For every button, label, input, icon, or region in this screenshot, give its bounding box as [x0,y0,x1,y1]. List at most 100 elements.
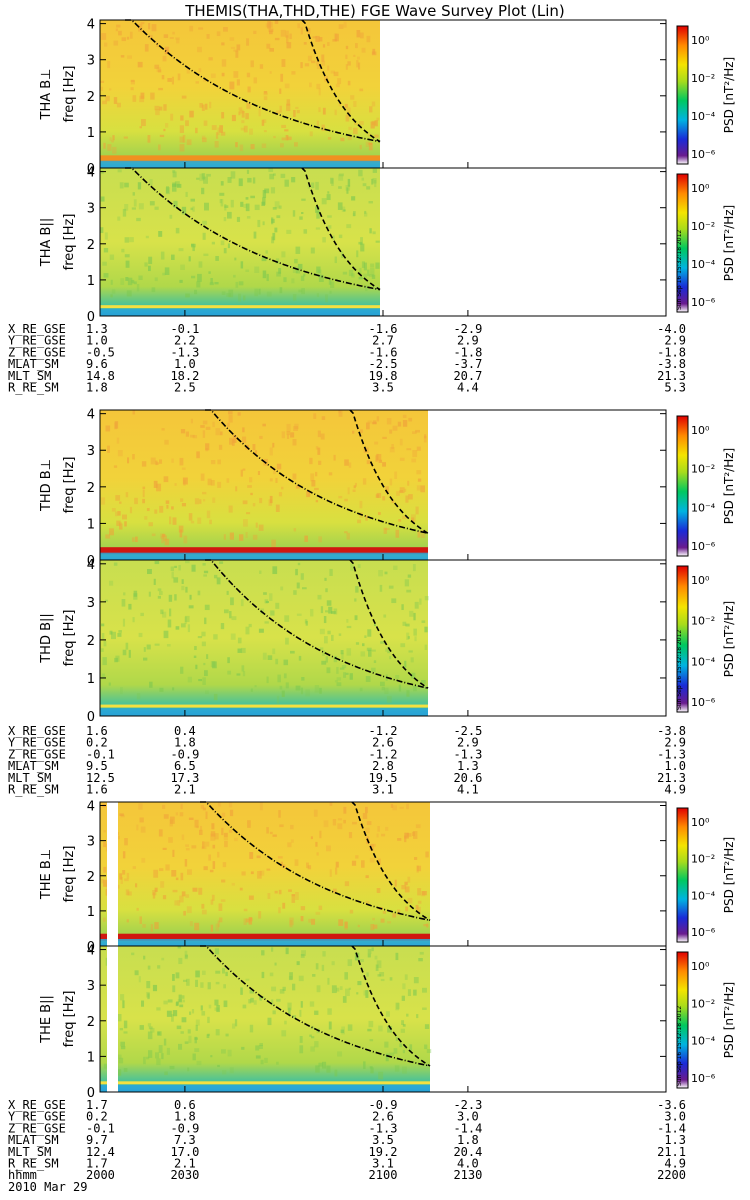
y-tick-label: 0 [87,162,95,177]
y-axis-label: freq [Hz] [62,66,77,123]
gyro-curves [125,167,381,291]
ephemeris-value: 1.0 [174,357,196,371]
ephemeris-value: 2.6 [372,736,394,750]
ephemeris-value: 1.8 [174,1110,196,1124]
ephemeris-value: 0.2 [86,1110,108,1124]
y-tick-label: 0 [87,554,95,569]
ephemeris-value: 17.3 [170,771,199,785]
ephemeris-value: -0.9 [369,1098,398,1112]
colorbar [676,951,689,1089]
spectrogram-texture [100,168,380,303]
ephemeris-value: -1.8 [657,345,686,359]
ephemeris-value: -0.1 [170,322,199,336]
colorbar-label: PSD [nT²/Hz] [722,601,736,677]
y-tick-label: 3 [87,54,95,69]
spectrogram-data [100,946,430,1092]
ephemeris-value: -1.3 [369,1121,398,1135]
colorbar-label: PSD [nT²/Hz] [722,982,736,1058]
y-tick-label: 3 [87,835,95,850]
ephemeris-value: 12.5 [86,771,115,785]
y-axis-label: freq [Hz] [62,846,77,903]
ephemeris-value: 7.3 [174,1133,196,1147]
ephemeris-value: 4.9 [664,783,686,797]
ephemeris-value: -0.1 [86,747,115,761]
ephemeris-value: 2.1 [174,783,196,797]
ephemeris-value: 21.3 [657,771,686,785]
ephemeris-row-label: Z_RE_GSE [8,747,66,761]
ephemeris-row-label: MLAT_SM [8,1133,59,1147]
ephemeris-value: 1.3 [664,1133,686,1147]
timestamp-stamp: Sun Sep 16 15:32:18 2012 [676,630,683,710]
gyro-curves [125,19,381,143]
spectrogram-data [100,560,428,716]
ephemeris-value: -1.3 [657,747,686,761]
colorbar-tick-label: 10⁻² [691,997,715,1010]
ephemeris-row-label: X_RE_GSE [8,724,66,738]
ephemeris-value: -1.3 [170,345,199,359]
ephemeris-value: -3.8 [657,724,686,738]
ephemeris-value: 2.2 [174,334,196,348]
y-tick-label: 4 [87,944,95,959]
y-tick-label: 3 [87,444,95,459]
ephemeris-value: -1.4 [657,1121,686,1135]
ephemeris-value: -0.1 [86,1121,115,1135]
ephemeris-row-label: MLT_SM [8,1145,51,1159]
ephemeris-value: 21.3 [657,369,686,383]
ephemeris-value: 19.8 [369,369,398,383]
colorbar-tick-label: 10⁰ [691,960,710,973]
ephemeris-value: 0.4 [174,724,196,738]
y-tick-label: 1 [87,1050,95,1065]
colorbar-label: PSD [nT²/Hz] [722,837,736,913]
y-axis-label: freq [Hz] [62,610,77,667]
ephemeris-value: -1.8 [453,345,482,359]
spectrogram-texture [101,410,427,548]
colorbar-tick-label: 10⁻⁶ [691,696,716,709]
panel-label: THE B⊥ [39,849,54,900]
gyro-curves [205,559,429,689]
colorbar [676,565,689,713]
ephemeris-value: 3.0 [664,1110,686,1124]
colorbar-tick-label: 10⁻⁴ [691,1035,716,1048]
colorbar-tick-label: 10⁻⁶ [691,1072,716,1085]
ephemeris-value: 6.5 [174,759,196,773]
ephemeris-value: -3.8 [657,357,686,371]
gyro-curves [200,945,431,1067]
ephemeris-row-label: MLAT_SM [8,357,59,371]
ephemeris-value: 18.2 [170,369,199,383]
colorbar-tick-label: 10⁰ [691,424,710,437]
ephemeris-row-label: X_RE_GSE [8,322,66,336]
ephemeris-value: 5.3 [664,381,686,395]
ephemeris-value: -1.2 [369,747,398,761]
ephemeris-value: 1.6 [86,783,108,797]
ephemeris-value: 3.5 [372,1133,394,1147]
ephemeris-value: 19.2 [369,1145,398,1159]
probe-tha: 0 1 2 3 4 THA B⊥ freq [Hz] 10⁰ 10⁻² 10⁻⁴ 10⁻⁶ PSD [… [8,18,736,395]
ephemeris-table: X_RE_GSE 1.3 -0.1 -1.6 -2.9 -4.0 Y_RE_GSE 1.0 2.… [8,322,686,395]
colorbar-tick-label: 10⁻² [691,853,715,866]
y-tick-label: 4 [87,558,95,573]
y-tick-label: 0 [87,1086,95,1101]
colorbar-tick-label: 10⁻² [691,72,715,85]
bottom-band [100,160,380,168]
ephemeris-value: 1.6 [86,724,108,738]
ephemeris-value: 21.1 [657,1145,686,1159]
panel-label: THD B⊥ [39,459,54,512]
bottom-band [100,1084,430,1092]
y-tick-label: 1 [87,126,95,141]
y-tick-label: 3 [87,979,95,994]
ephemeris-value: 2.9 [664,334,686,348]
bottom-band [100,552,428,560]
y-axis-label: freq [Hz] [62,457,77,514]
time-row-label: hhmm [8,1168,37,1182]
ephemeris-value: 20.6 [453,771,482,785]
y-tick-label: 0 [87,710,95,725]
ephemeris-value: 2.8 [372,759,394,773]
ephemeris-value: 4.1 [457,783,479,797]
ephemeris-value: 2.1 [174,1157,196,1171]
ephemeris-value: 2.6 [372,1110,394,1124]
data-gap [107,802,118,946]
ephemeris-row-label: MLT_SM [8,369,51,383]
colorbar-tick-label: 10⁻⁴ [691,655,716,668]
ephemeris-value: 1.3 [457,759,479,773]
